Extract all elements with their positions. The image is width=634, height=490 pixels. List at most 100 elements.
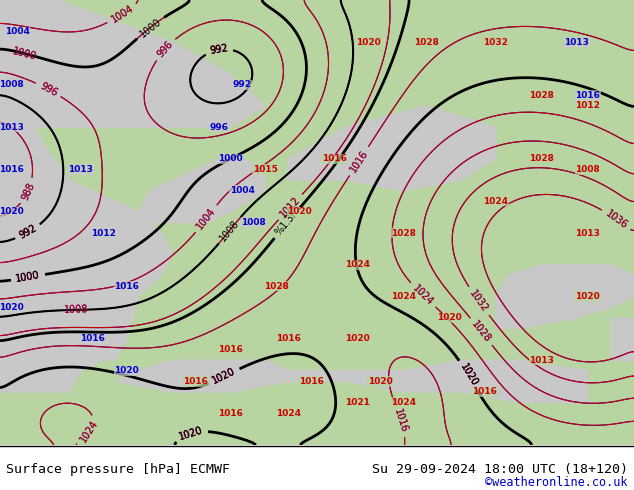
Polygon shape bbox=[496, 265, 634, 328]
Text: 1016: 1016 bbox=[218, 409, 243, 417]
Text: 1020: 1020 bbox=[178, 425, 204, 442]
Text: 1012: 1012 bbox=[91, 228, 116, 238]
Text: 1008: 1008 bbox=[0, 80, 24, 89]
Text: 1013: 1013 bbox=[0, 122, 24, 132]
Text: 1021: 1021 bbox=[345, 398, 370, 407]
Text: 1020: 1020 bbox=[458, 362, 479, 389]
Text: 1016: 1016 bbox=[80, 335, 105, 343]
Polygon shape bbox=[0, 0, 173, 392]
Text: 1013: 1013 bbox=[564, 38, 589, 47]
Text: %1.3f: %1.3f bbox=[274, 210, 299, 238]
Text: 1024: 1024 bbox=[276, 409, 301, 417]
Text: 1016: 1016 bbox=[472, 388, 496, 396]
Text: 1012: 1012 bbox=[576, 101, 600, 110]
Text: 1016: 1016 bbox=[114, 282, 139, 291]
Text: 1020: 1020 bbox=[114, 366, 139, 375]
Text: 1028: 1028 bbox=[414, 38, 439, 47]
Text: Surface pressure [hPa] ECMWF: Surface pressure [hPa] ECMWF bbox=[6, 463, 230, 476]
Text: 1020: 1020 bbox=[356, 38, 381, 47]
Text: 1024: 1024 bbox=[391, 292, 416, 301]
Text: 1000: 1000 bbox=[15, 270, 41, 284]
Text: 1016: 1016 bbox=[322, 154, 347, 163]
Text: 1020: 1020 bbox=[368, 377, 393, 386]
Text: 1020: 1020 bbox=[437, 313, 462, 322]
Text: 1016: 1016 bbox=[183, 377, 209, 386]
Text: 1016: 1016 bbox=[276, 335, 301, 343]
Text: 992: 992 bbox=[233, 80, 252, 89]
Text: 992: 992 bbox=[209, 43, 229, 56]
Text: 1000: 1000 bbox=[138, 16, 163, 39]
Text: 1028: 1028 bbox=[470, 319, 493, 344]
Text: 1028: 1028 bbox=[529, 154, 554, 163]
Text: 1036: 1036 bbox=[604, 208, 629, 231]
Text: 1004: 1004 bbox=[195, 206, 217, 232]
Text: 1028: 1028 bbox=[470, 319, 493, 344]
Text: ©weatheronline.co.uk: ©weatheronline.co.uk bbox=[485, 476, 628, 489]
Text: Su 29-09-2024 18:00 UTC (18+120): Su 29-09-2024 18:00 UTC (18+120) bbox=[372, 463, 628, 476]
Text: 996: 996 bbox=[155, 39, 175, 59]
Text: 1008: 1008 bbox=[241, 218, 266, 227]
Text: 1004: 1004 bbox=[109, 3, 135, 25]
Text: 1004: 1004 bbox=[5, 27, 30, 36]
Text: 1032: 1032 bbox=[467, 288, 490, 314]
Text: 988: 988 bbox=[20, 181, 36, 202]
Text: 1024: 1024 bbox=[78, 418, 100, 444]
Text: 1016: 1016 bbox=[218, 345, 243, 354]
Text: 1024: 1024 bbox=[483, 197, 508, 206]
Text: 1000: 1000 bbox=[15, 270, 41, 284]
Text: 1024: 1024 bbox=[411, 283, 435, 307]
Text: 1020: 1020 bbox=[0, 303, 24, 312]
Text: 1016: 1016 bbox=[576, 91, 600, 100]
Text: 1020: 1020 bbox=[0, 207, 24, 217]
Text: 1032: 1032 bbox=[467, 288, 490, 314]
Text: 992: 992 bbox=[209, 43, 229, 56]
Text: 996: 996 bbox=[38, 81, 59, 98]
Text: 1004: 1004 bbox=[195, 206, 217, 232]
Text: 1008: 1008 bbox=[64, 305, 89, 315]
Text: 1036: 1036 bbox=[604, 208, 629, 231]
Text: 1020: 1020 bbox=[458, 362, 479, 389]
Text: 992: 992 bbox=[18, 223, 39, 241]
Text: 1032: 1032 bbox=[483, 38, 508, 47]
Text: 1000: 1000 bbox=[12, 46, 38, 62]
Text: 1020: 1020 bbox=[210, 367, 237, 386]
Text: 1012: 1012 bbox=[278, 195, 302, 220]
Text: 1015: 1015 bbox=[253, 165, 278, 174]
Text: 1013: 1013 bbox=[68, 165, 93, 174]
Text: 996: 996 bbox=[155, 39, 175, 59]
Text: 1016: 1016 bbox=[348, 148, 370, 174]
Text: 1016: 1016 bbox=[392, 407, 410, 434]
Text: 1000: 1000 bbox=[218, 154, 243, 163]
Text: 1020: 1020 bbox=[210, 367, 237, 386]
Text: 992: 992 bbox=[209, 43, 229, 56]
Text: 1012: 1012 bbox=[278, 195, 302, 220]
Text: 1020: 1020 bbox=[287, 207, 312, 217]
Text: 1024: 1024 bbox=[345, 260, 370, 270]
Text: 1008: 1008 bbox=[64, 305, 89, 315]
Polygon shape bbox=[0, 0, 265, 127]
Text: 1004: 1004 bbox=[230, 186, 254, 195]
Text: 1024: 1024 bbox=[78, 418, 100, 444]
Text: 996: 996 bbox=[209, 122, 228, 132]
Text: 988: 988 bbox=[20, 181, 36, 202]
Text: 1013: 1013 bbox=[529, 356, 554, 365]
Text: 1020: 1020 bbox=[178, 425, 204, 442]
Text: 1016: 1016 bbox=[0, 165, 24, 174]
Text: 1016: 1016 bbox=[392, 407, 410, 434]
Text: 1020: 1020 bbox=[210, 367, 237, 386]
Text: 996: 996 bbox=[38, 81, 59, 98]
Text: 1024: 1024 bbox=[391, 398, 416, 407]
Text: 1028: 1028 bbox=[391, 228, 416, 238]
Polygon shape bbox=[611, 318, 634, 360]
Text: 1016: 1016 bbox=[348, 148, 370, 174]
Polygon shape bbox=[127, 159, 265, 222]
Text: 1020: 1020 bbox=[178, 425, 204, 442]
Text: 1020: 1020 bbox=[345, 335, 370, 343]
Text: 1008: 1008 bbox=[218, 218, 242, 243]
Text: 1028: 1028 bbox=[529, 91, 554, 100]
Text: 1024: 1024 bbox=[411, 283, 435, 307]
Text: 1008: 1008 bbox=[576, 165, 600, 174]
Text: 1020: 1020 bbox=[576, 292, 600, 301]
Text: 1020: 1020 bbox=[458, 362, 479, 389]
Text: 1004: 1004 bbox=[109, 3, 135, 25]
